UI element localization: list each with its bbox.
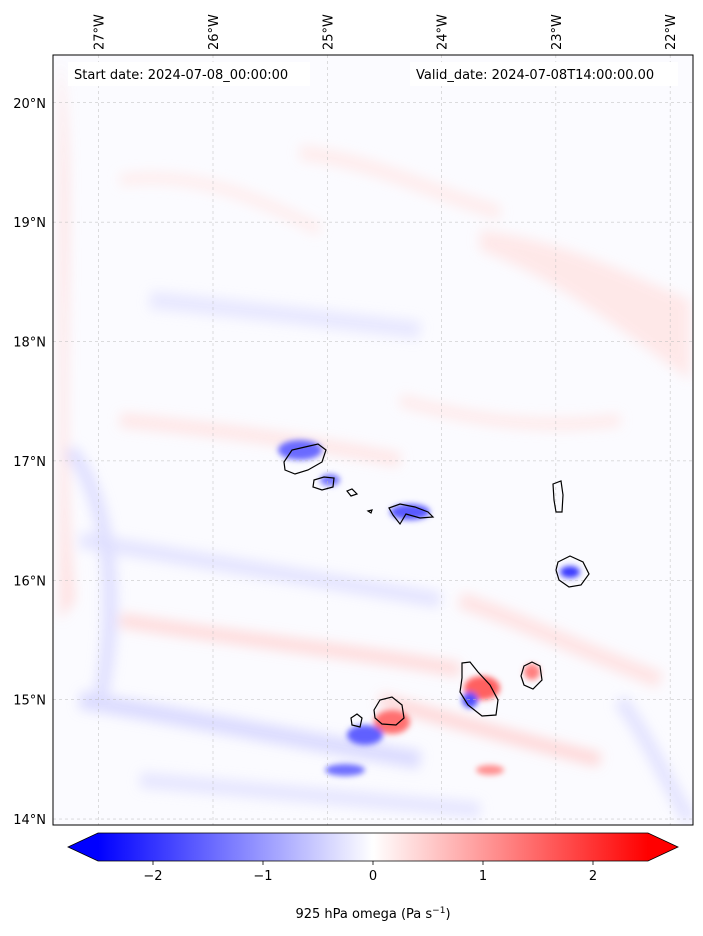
- lon-tick-label: 27°W: [93, 14, 108, 50]
- island-santiago: [459, 661, 499, 717]
- lon-tick-label: 22°W: [664, 14, 679, 50]
- colorbar-extend-high: [648, 833, 678, 861]
- map-panel: Start date: 2024-07-08_00:00:00 Valid_da…: [52, 54, 694, 826]
- colorbar-tick-label: 1: [479, 869, 487, 884]
- valid-date-text: Valid_date: 2024-07-08T14:00:00.00: [416, 68, 654, 83]
- colorbar-extend-low: [68, 833, 98, 861]
- island-maio: [520, 661, 543, 690]
- island-sao-vicente: [312, 476, 335, 491]
- colorbar-ramp: [98, 833, 648, 861]
- latitude-tick-labels: 14°N 15°N 16°N 17°N 18°N 19°N 20°N: [13, 97, 46, 828]
- island-sal: [552, 480, 564, 513]
- lat-tick-label: 17°N: [13, 455, 46, 470]
- lat-tick-label: 20°N: [13, 97, 46, 112]
- lat-tick-label: 19°N: [13, 216, 46, 231]
- island-raso: [366, 509, 373, 514]
- lat-tick-label: 18°N: [13, 336, 46, 351]
- colorbar: −2 −1 0 1 2 925 hPa omega (Pa s−1): [67, 832, 679, 922]
- lat-tick-label: 16°N: [13, 574, 46, 589]
- colorbar-ticks: −2 −1 0 1 2: [143, 861, 597, 884]
- island-boa-vista: [555, 555, 590, 588]
- valid-date-box: [410, 62, 678, 86]
- gridlines: [53, 55, 693, 825]
- lon-tick-label: 25°W: [321, 14, 336, 50]
- map-frame: [52, 54, 694, 826]
- colorbar-tick-label: 0: [369, 869, 377, 884]
- colorbar-outline: [67, 832, 679, 862]
- omega-field: [60, 60, 693, 824]
- island-santa-luzia: [346, 488, 359, 497]
- lon-tick-label: 26°W: [207, 14, 222, 50]
- island-sao-nicolau: [388, 503, 435, 526]
- island-brava: [350, 713, 363, 728]
- island-outlines: [283, 443, 590, 728]
- colorbar-label: 925 hPa omega (Pa s−1): [295, 906, 450, 922]
- lat-tick-label: 15°N: [13, 694, 46, 709]
- longitude-tick-labels: 27°W 26°W 25°W 24°W 23°W 22°W: [93, 14, 679, 50]
- island-fogo: [373, 696, 405, 726]
- colorbar-tick-label: −2: [143, 869, 162, 884]
- lon-tick-label: 24°W: [436, 14, 451, 50]
- colorbar-tick-label: 2: [589, 869, 597, 884]
- start-date-box: [68, 62, 310, 86]
- colorbar-tick-label: −1: [253, 869, 272, 884]
- start-date-text: Start date: 2024-07-08_00:00:00: [74, 68, 288, 83]
- lon-tick-label: 23°W: [550, 14, 565, 50]
- island-santo-antao: [283, 443, 327, 475]
- lat-tick-label: 14°N: [13, 813, 46, 828]
